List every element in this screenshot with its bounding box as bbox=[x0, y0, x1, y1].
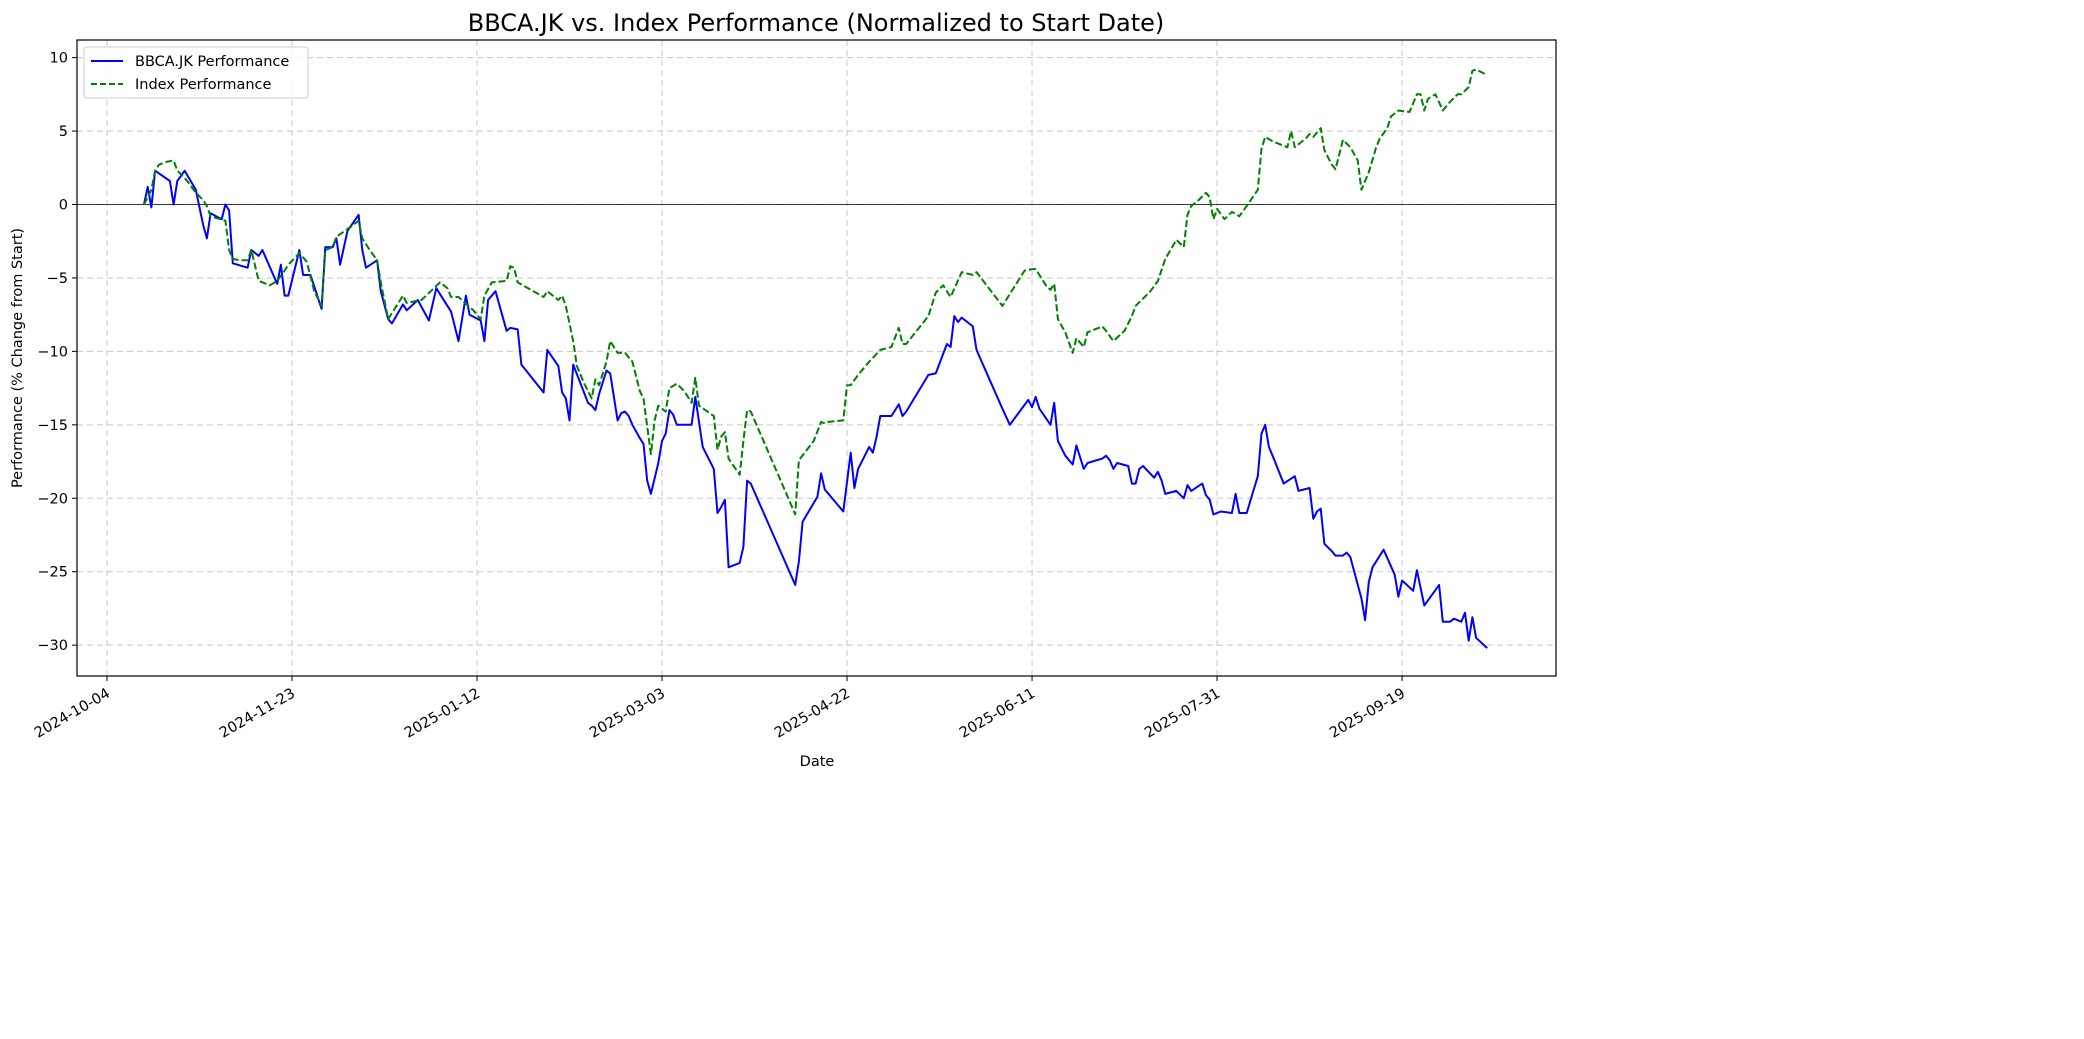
series-lines bbox=[143, 68, 1488, 649]
x-axis-label: Date bbox=[800, 754, 835, 770]
x-tick-label: 2024-10-04 bbox=[32, 686, 113, 742]
y-axis-label: Performance (% Change from Start) bbox=[10, 228, 26, 488]
plot-area-frame bbox=[76, 39, 1557, 677]
y-tick-label: −30 bbox=[37, 638, 68, 654]
legend: BBCA.JK Performance Index Performance bbox=[83, 46, 309, 99]
y-tick-label: −15 bbox=[37, 418, 68, 434]
x-tick-label: 2025-01-12 bbox=[402, 686, 483, 742]
series-line-bbca bbox=[143, 169, 1488, 649]
y-axis: 10 5 0 −5 −10 −15 −20 −25 −30 bbox=[37, 51, 77, 654]
x-tick-label: 2024-11-23 bbox=[217, 686, 298, 742]
x-tick-label: 2025-07-31 bbox=[1142, 686, 1223, 742]
grid bbox=[77, 40, 1556, 676]
legend-label-bbca: BBCA.JK Performance bbox=[135, 54, 289, 70]
y-tick-label: −25 bbox=[37, 565, 68, 581]
series-line-index bbox=[143, 68, 1488, 516]
x-tick-label: 2025-09-19 bbox=[1327, 686, 1408, 742]
y-tick-label: −10 bbox=[37, 344, 68, 360]
x-tick-label: 2025-06-11 bbox=[957, 686, 1038, 742]
chart-title: BBCA.JK vs. Index Performance (Normalize… bbox=[468, 9, 1165, 37]
y-tick-label: −5 bbox=[47, 271, 68, 287]
x-tick-label: 2025-04-22 bbox=[772, 686, 853, 742]
y-tick-label: −20 bbox=[37, 491, 68, 507]
legend-label-index: Index Performance bbox=[135, 77, 271, 93]
y-tick-label: 5 bbox=[59, 124, 68, 140]
y-tick-label: 10 bbox=[50, 51, 68, 67]
x-tick-label: 2025-03-03 bbox=[587, 686, 668, 742]
y-tick-label: 0 bbox=[59, 198, 68, 214]
x-axis: 2024-10-04 2024-11-23 2025-01-12 2025-03-03… bbox=[32, 676, 1408, 742]
